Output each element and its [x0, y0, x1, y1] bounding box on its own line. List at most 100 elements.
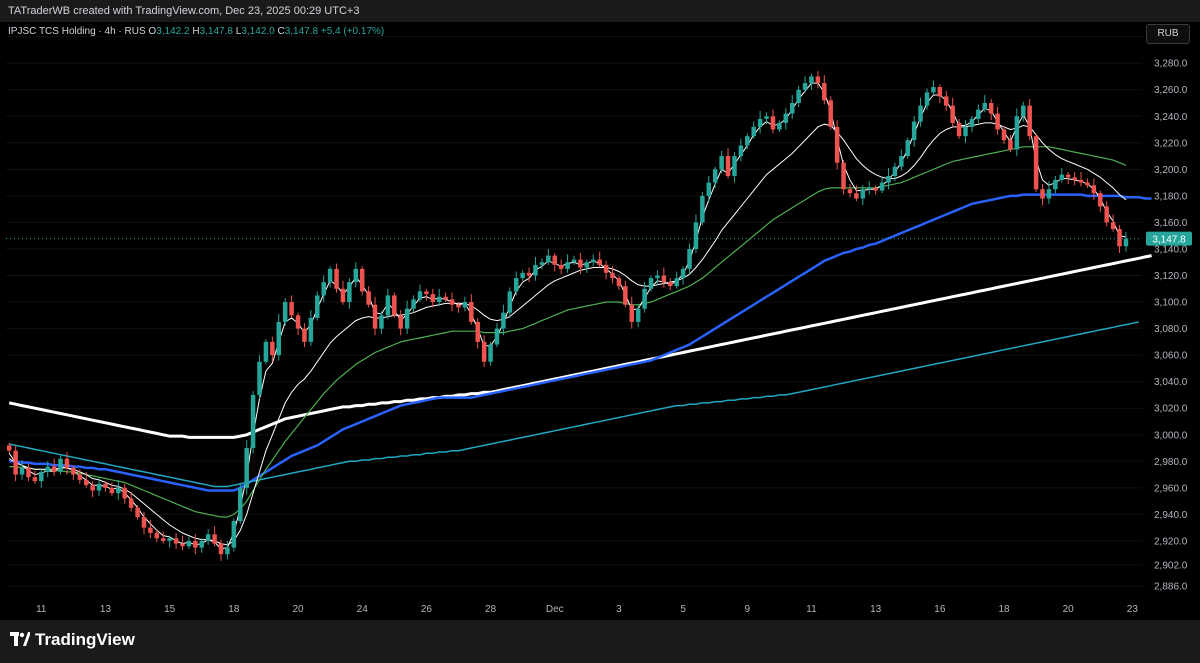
candle — [103, 483, 108, 488]
candle — [847, 189, 853, 194]
candle — [828, 100, 833, 127]
candle — [802, 83, 808, 90]
candle — [789, 102, 795, 114]
candle — [218, 543, 224, 555]
candle — [424, 291, 429, 295]
candle — [1021, 105, 1026, 117]
candle — [1040, 189, 1045, 199]
y-tick-label: 2,940.0 — [1154, 510, 1188, 521]
candle — [64, 458, 70, 468]
candle — [13, 450, 18, 475]
candle — [1065, 174, 1071, 178]
candle — [308, 317, 314, 342]
candle — [687, 248, 692, 269]
candle — [751, 126, 756, 137]
candle — [873, 187, 878, 191]
candle — [520, 272, 525, 279]
candle — [597, 259, 602, 265]
y-tick-label: 3,040.0 — [1154, 377, 1188, 388]
candle — [1014, 116, 1020, 150]
x-tick-label: 11 — [806, 604, 817, 615]
candle — [546, 255, 551, 263]
moving-average-line — [9, 321, 1139, 488]
x-tick-label: 18 — [998, 604, 1010, 615]
candle — [866, 187, 872, 190]
currency-button[interactable]: RUB — [1146, 24, 1190, 44]
candle — [295, 315, 301, 329]
candle — [1008, 140, 1013, 150]
y-tick-label: 3,160.0 — [1154, 218, 1188, 229]
y-tick-label: 3,280.0 — [1154, 59, 1188, 70]
candle — [141, 517, 147, 528]
candle — [270, 341, 275, 356]
candle — [507, 291, 513, 313]
candle — [558, 264, 564, 269]
candle — [1123, 238, 1129, 247]
candle — [488, 344, 493, 362]
symbol-legend: IPJSC TCS Holding · 4h · RUS O3,142.2 H3… — [8, 26, 384, 37]
candle — [539, 262, 545, 265]
candle — [173, 538, 179, 544]
open-value: 3,142.2 — [156, 26, 190, 37]
candle — [854, 193, 859, 199]
candle — [45, 466, 50, 472]
candle — [982, 102, 988, 110]
symbol-name: IPJSC TCS Holding · 4h · RUS — [8, 26, 146, 37]
candle — [956, 122, 962, 137]
x-tick-label: 28 — [485, 604, 497, 615]
y-tick-label: 2,960.0 — [1154, 483, 1188, 494]
candle — [578, 259, 583, 268]
candle — [154, 532, 160, 539]
candle — [706, 182, 712, 196]
candle — [969, 118, 975, 127]
x-tick-label: 15 — [164, 604, 176, 615]
y-tick-label: 3,060.0 — [1154, 351, 1188, 362]
candle — [719, 156, 724, 170]
candle — [1117, 229, 1122, 247]
candle — [533, 264, 538, 276]
candle — [282, 302, 288, 322]
candle — [552, 255, 557, 265]
candle — [250, 394, 256, 449]
x-tick-label: 13 — [870, 604, 882, 615]
close-label: C — [277, 26, 285, 37]
chart-credit: TATraderWB created with TradingView.com,… — [8, 5, 360, 17]
tradingview-brand[interactable]: TradingView — [35, 630, 135, 649]
candle — [931, 87, 936, 93]
candle — [71, 467, 76, 475]
tradingview-logo-icon[interactable] — [10, 632, 30, 648]
x-tick-label: 18 — [228, 604, 240, 615]
candle — [1027, 105, 1032, 137]
candle — [879, 182, 885, 191]
candle — [860, 189, 866, 199]
candle — [167, 538, 172, 541]
y-tick-label: 3,080.0 — [1154, 324, 1188, 335]
candle — [128, 498, 134, 508]
high-value: 3,147.8 — [199, 26, 233, 37]
candle — [302, 328, 307, 342]
candle — [449, 299, 455, 305]
x-tick-label: 16 — [934, 604, 946, 615]
chart-area[interactable]: 3,147.8 2,886.0 2,902.0 2,920.0 2,940.0 2,96… — [0, 22, 1200, 620]
candle — [1085, 182, 1090, 186]
candle — [404, 308, 410, 329]
x-tick-label: 11 — [36, 604, 47, 615]
candle — [565, 262, 570, 269]
price-line: 3,147.8 — [6, 231, 1192, 246]
last-price-label: 3,147.8 — [1152, 235, 1186, 246]
y-tick-label: 3,120.0 — [1154, 271, 1188, 282]
candle — [180, 543, 185, 547]
price-chart[interactable]: 3,147.8 2,886.0 2,902.0 2,920.0 2,940.0 2,96… — [0, 22, 1200, 620]
y-tick-label: 2,886.0 — [1154, 582, 1188, 593]
candle — [783, 113, 789, 123]
change-value: +5.4 (+0.17%) — [320, 26, 385, 37]
candle — [289, 302, 294, 316]
x-tick-label: 20 — [292, 604, 304, 615]
candle — [366, 291, 371, 305]
candle — [616, 278, 622, 287]
candle — [944, 96, 949, 106]
candle — [571, 259, 577, 263]
candle — [501, 312, 506, 329]
candle — [372, 304, 378, 329]
y-tick-label: 3,260.0 — [1154, 85, 1188, 96]
